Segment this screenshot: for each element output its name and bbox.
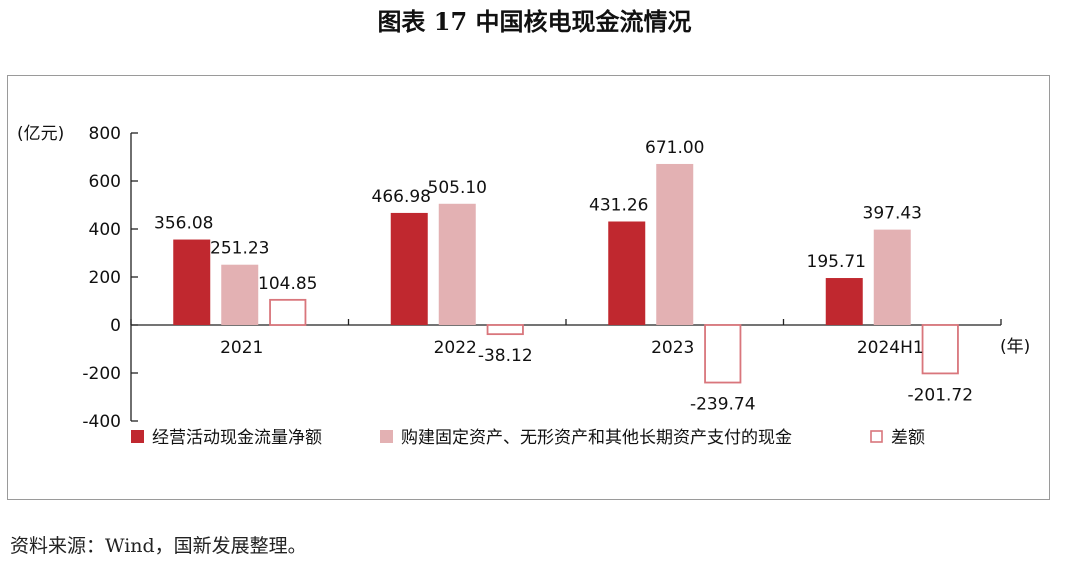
- y-tick-label: 200: [89, 268, 121, 288]
- bar-chart: (亿元) (年) 800 600 400 200 0 -200 -400 356.08 251.…: [17, 124, 1030, 448]
- bar-difference: [269, 298, 307, 326]
- data-label: -201.72: [907, 385, 973, 405]
- bar-difference: [921, 324, 959, 375]
- data-label: -38.12: [478, 346, 533, 366]
- bar-operating-cash-flow: [608, 221, 646, 325]
- bar-difference: [704, 324, 742, 384]
- x-tick-label: 2023: [651, 338, 694, 358]
- data-label: 431.26: [589, 195, 648, 215]
- y-tick-label: 600: [89, 172, 121, 192]
- x-axis-label: (年): [1000, 337, 1030, 357]
- legend-swatch-difference: [870, 430, 883, 443]
- data-label: 397.43: [863, 204, 922, 224]
- legend-label: 经营活动现金流量净额: [152, 428, 322, 448]
- data-label: 466.98: [372, 187, 431, 207]
- y-tick-label: 400: [89, 220, 121, 240]
- bar-operating-cash-flow: [825, 278, 863, 325]
- x-tick-label: 2024H1: [857, 338, 924, 358]
- data-label: 251.23: [210, 239, 269, 259]
- data-label: -239.74: [690, 395, 756, 415]
- legend-swatch-capex: [380, 430, 393, 443]
- legend-label: 差额: [891, 428, 925, 448]
- bar-capex: [221, 264, 259, 325]
- data-label: 671.00: [645, 138, 704, 158]
- bar-operating-cash-flow: [173, 239, 211, 325]
- legend-label: 购建固定资产、无形资产和其他长期资产支付的现金: [401, 428, 792, 448]
- y-tick-label: -200: [82, 364, 121, 384]
- source-note: 资料来源：Wind，国新发展整理。: [10, 535, 307, 557]
- y-tick-label: 800: [89, 124, 121, 144]
- x-tick-label: 2022: [434, 338, 477, 358]
- bar-capex: [656, 163, 694, 325]
- data-label: 356.08: [154, 214, 213, 234]
- bar-capex: [438, 203, 476, 325]
- data-label: 195.71: [807, 252, 866, 272]
- y-tick-label: 0: [110, 316, 121, 336]
- bar-capex: [873, 229, 911, 325]
- bar-operating-cash-flow: [390, 212, 428, 325]
- chart-title: 图表 17 中国核电现金流情况: [377, 7, 692, 36]
- chart-panel: (亿元) (年) 800 600 400 200 0 -200 -400 356.08 251.…: [7, 75, 1050, 500]
- data-label: 505.10: [428, 178, 487, 198]
- y-axis-label: (亿元): [17, 124, 64, 144]
- data-label: 104.85: [258, 274, 317, 294]
- legend-swatch-operating: [131, 430, 144, 443]
- y-tick-label: -400: [82, 412, 121, 432]
- x-tick-label: 2021: [220, 338, 263, 358]
- bar-difference: [486, 324, 524, 336]
